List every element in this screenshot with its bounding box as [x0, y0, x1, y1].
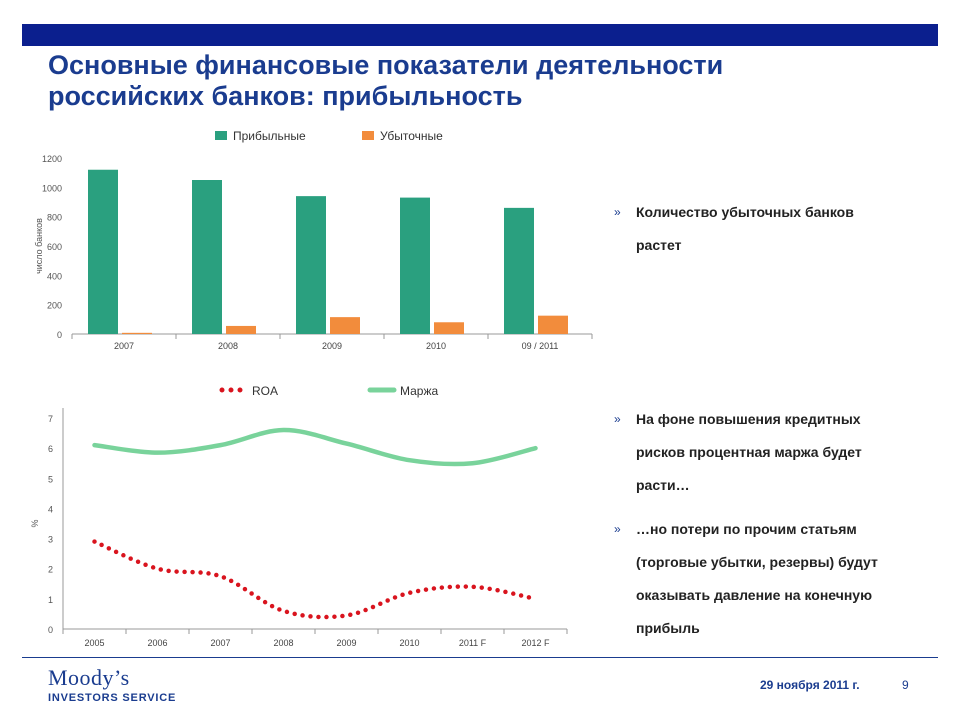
y-tick-label: 2 [48, 565, 53, 575]
bullet-line: (торговые убытки, резервы) будут [636, 554, 878, 570]
bullet-other-losses: » …но потери по прочим статьям (торговые… [614, 513, 878, 645]
bullet-line: расти… [636, 477, 690, 493]
footer-divider [22, 657, 938, 658]
top-banner-bar [22, 24, 938, 46]
y-tick-label: 1200 [42, 154, 62, 164]
x-tick-label: 2010 [399, 638, 419, 648]
slide-title-line-1: Основные финансовые показатели деятельно… [48, 50, 724, 80]
bullet-line: растет [636, 237, 682, 253]
slide-title: Основные финансовые показатели деятельно… [48, 50, 908, 112]
bar-loss-making [226, 325, 256, 334]
x-tick-label: 2008 [218, 341, 238, 351]
x-tick-label: 2007 [114, 341, 134, 351]
bullet-line: Количество убыточных банков [636, 204, 854, 220]
y-tick-label: 3 [48, 535, 53, 545]
y-tick-label: 400 [47, 271, 62, 281]
bar-loss-making [434, 322, 464, 334]
y-tick-label: 800 [47, 213, 62, 223]
bar-profitable [192, 180, 222, 334]
y-tick-label: 200 [47, 301, 62, 311]
series-line-margin [92, 427, 538, 467]
bar-loss-making [538, 315, 568, 334]
x-tick-label: 2005 [84, 638, 104, 648]
bar-loss-making [122, 332, 152, 334]
bar-loss-making [330, 317, 360, 334]
moodys-logo: Moody’s INVESTORS SERVICE [48, 665, 177, 705]
legend-label: ROA [252, 384, 278, 398]
y-tick-label: 1 [48, 595, 53, 605]
bar-profitable [400, 197, 430, 334]
x-tick-label: 2006 [147, 638, 167, 648]
bullet-loss-banks: » Количество убыточных банков растет [614, 196, 854, 262]
legend-label: Прибыльные [233, 129, 306, 143]
y-axis-label: число банков [34, 218, 44, 274]
x-tick-label: 2007 [210, 638, 230, 648]
bullet-mark: » [614, 522, 621, 536]
y-tick-label: 4 [48, 504, 53, 514]
series-line-roa [92, 539, 538, 620]
bar-profitable [88, 169, 118, 334]
page-number: 9 [902, 678, 909, 692]
slide-date: 29 ноября 2011 г. [760, 678, 860, 692]
bar-profitable [296, 196, 326, 334]
logo-subtitle: INVESTORS SERVICE [48, 692, 177, 704]
y-tick-label: 1000 [42, 183, 62, 193]
x-tick-label: 2009 [336, 638, 356, 648]
legend-label: Убыточные [380, 129, 443, 143]
y-axis-label: % [30, 519, 40, 527]
legend-swatch [215, 131, 227, 140]
y-tick-label: 7 [48, 414, 53, 424]
bullet-margin-growth: » На фоне повышения кредитных рисков про… [614, 403, 862, 502]
y-tick-label: 0 [57, 330, 62, 340]
x-tick-label: 2011 F [459, 638, 487, 648]
y-tick-label: 0 [48, 625, 53, 635]
legend-swatch [362, 131, 374, 140]
logo-wordmark: Moody’s [48, 665, 130, 690]
bullet-mark: » [614, 412, 621, 426]
x-tick-label: 09 / 2011 [522, 341, 559, 351]
y-tick-label: 5 [48, 474, 53, 484]
bullet-line: оказывать давление на конечную [636, 587, 873, 603]
x-tick-label: 2009 [322, 341, 342, 351]
y-tick-label: 600 [47, 242, 62, 252]
bullet-line: рисков процентная маржа будет [636, 444, 862, 460]
bullet-line: …но потери по прочим статьям [636, 521, 857, 537]
x-tick-label: 2012 F [521, 638, 550, 648]
legend-label: Маржа [400, 384, 439, 398]
bullet-line: На фоне повышения кредитных [636, 411, 861, 427]
bar-profitable [504, 207, 534, 334]
bullet-mark: » [614, 205, 621, 219]
y-tick-label: 6 [48, 444, 53, 454]
x-tick-label: 2010 [426, 341, 446, 351]
x-tick-label: 2008 [273, 638, 293, 648]
bullet-line: прибыль [636, 620, 700, 636]
slide-title-line-2: российских банков: прибыльность [48, 81, 523, 111]
